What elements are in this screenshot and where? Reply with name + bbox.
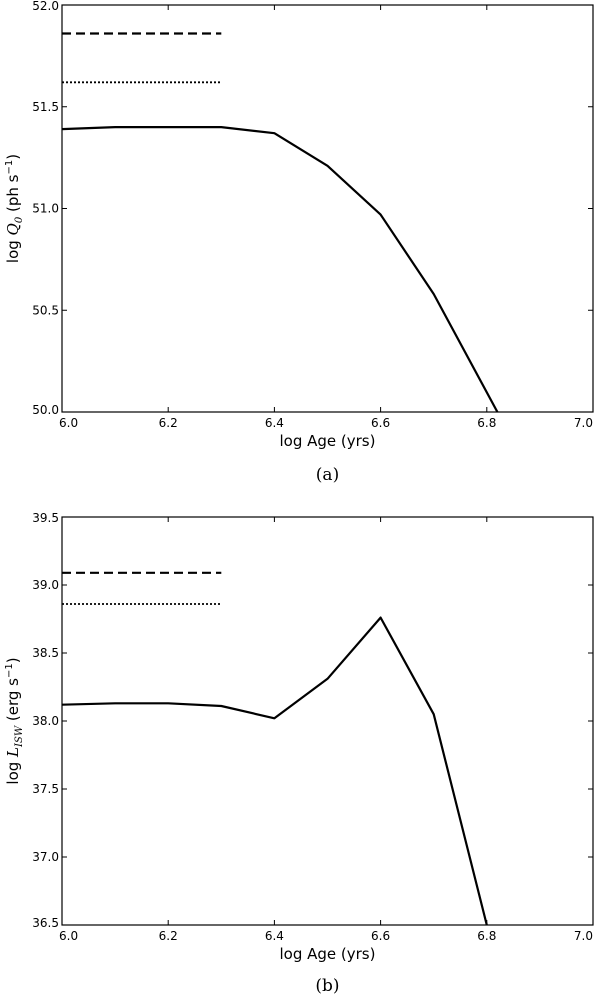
y-tick-label: 50.5 — [32, 303, 59, 317]
y-tick-label: 38.0 — [32, 714, 59, 728]
chart-panel-1: 6.0 6.2 6.4 6.6 6.8 7.0 50.0 50.5 51.0 51.5 52.0 lo… — [4, 0, 594, 485]
y-tick-label: 50.0 — [32, 403, 59, 417]
panel-caption: (b) — [315, 976, 339, 996]
x-tick-label: 6.6 — [371, 929, 390, 943]
x-tick-label: 6.6 — [371, 416, 390, 430]
series-line-solid — [62, 616, 488, 925]
y-axis-title-superscript: −1 — [4, 663, 15, 678]
y-axis-title: log Q0 (ph s−1) — [4, 154, 25, 263]
y-axis-title-unit: (ph s — [4, 174, 22, 216]
y-axis-title: log LISW (erg s−1) — [4, 657, 25, 784]
x-tick-label: 7.0 — [574, 929, 593, 943]
chart-panel-2: 6.0 6.2 6.4 6.6 6.8 7.0 36.5 37.0 37.5 38.0 38.5 39… — [4, 511, 594, 996]
x-tick-label: 6.4 — [265, 929, 284, 943]
y-axis-title-unit: (erg s — [4, 678, 22, 726]
y-axis-title-prefix: log — [4, 757, 22, 785]
y-tick-label: 51.0 — [32, 202, 59, 216]
plot-frame — [61, 4, 594, 413]
x-axis-title: log Age (yrs) — [280, 945, 376, 963]
x-tick-label: 6.0 — [59, 416, 78, 430]
y-axis-title-symbol: L — [4, 747, 22, 758]
y-tick-label: 52.0 — [32, 0, 59, 13]
y-tick-label: 51.5 — [32, 100, 59, 114]
y-tick-label: 38.5 — [32, 646, 59, 660]
y-tick-label: 37.5 — [32, 782, 59, 796]
y-axis-title-close: ) — [4, 154, 22, 160]
y-axis-title-subscript: ISW — [14, 725, 25, 748]
x-tick-label: 6.8 — [477, 929, 496, 943]
plot-frame — [61, 516, 594, 926]
x-axis-title: log Age (yrs) — [280, 432, 376, 450]
x-tick-label: 6.8 — [477, 416, 496, 430]
y-axis-title-subscript: 0 — [14, 216, 25, 223]
panel-caption: (a) — [316, 465, 339, 485]
x-tick-label: 6.4 — [265, 416, 284, 430]
x-tick-label: 6.2 — [159, 929, 178, 943]
y-tick-label: 39.5 — [32, 511, 59, 525]
x-tick-label: 7.0 — [574, 416, 593, 430]
y-tick-label: 39.0 — [32, 578, 59, 592]
x-tick-label: 6.0 — [59, 929, 78, 943]
y-axis-title-prefix: log — [4, 235, 22, 263]
x-tick-label: 6.2 — [159, 416, 178, 430]
y-tick-label: 36.5 — [32, 916, 59, 930]
series-line-solid — [62, 125, 499, 412]
y-axis-title-superscript: −1 — [4, 160, 15, 175]
y-axis-title-close: ) — [4, 657, 22, 663]
y-axis-title-symbol: Q — [4, 223, 22, 235]
y-tick-label: 37.0 — [32, 850, 59, 864]
